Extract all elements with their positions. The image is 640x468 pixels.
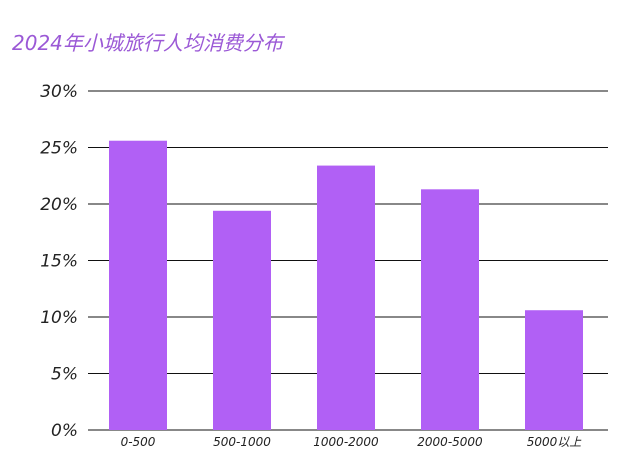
y-tick-label: 25% [40, 139, 78, 159]
bar [421, 189, 479, 430]
x-category-label: 0-500 [121, 435, 156, 449]
y-tick-label: 5% [51, 365, 78, 385]
bar [525, 310, 583, 430]
bar [317, 165, 375, 430]
bar [109, 140, 167, 430]
x-category-label: 5000以上 [527, 435, 583, 449]
x-category-label: 2000-5000 [417, 435, 483, 449]
y-tick-label: 30% [40, 82, 78, 102]
y-tick-label: 10% [40, 308, 78, 328]
y-tick-label: 20% [40, 195, 78, 215]
chart-title: 2024年小城旅行人均消费分布 [12, 31, 283, 55]
y-tick-label: 0% [51, 421, 78, 441]
bar [213, 210, 271, 430]
x-category-label: 1000-2000 [313, 435, 379, 449]
bars [109, 140, 583, 430]
y-axis-ticks: 0% 5% 10% 15% 20% 25% 30% [40, 82, 78, 441]
x-category-label: 500-1000 [213, 435, 271, 449]
y-tick-label: 15% [40, 252, 78, 272]
x-axis-labels: 0-500 500-1000 1000-2000 2000-5000 5000以上 [121, 435, 583, 449]
